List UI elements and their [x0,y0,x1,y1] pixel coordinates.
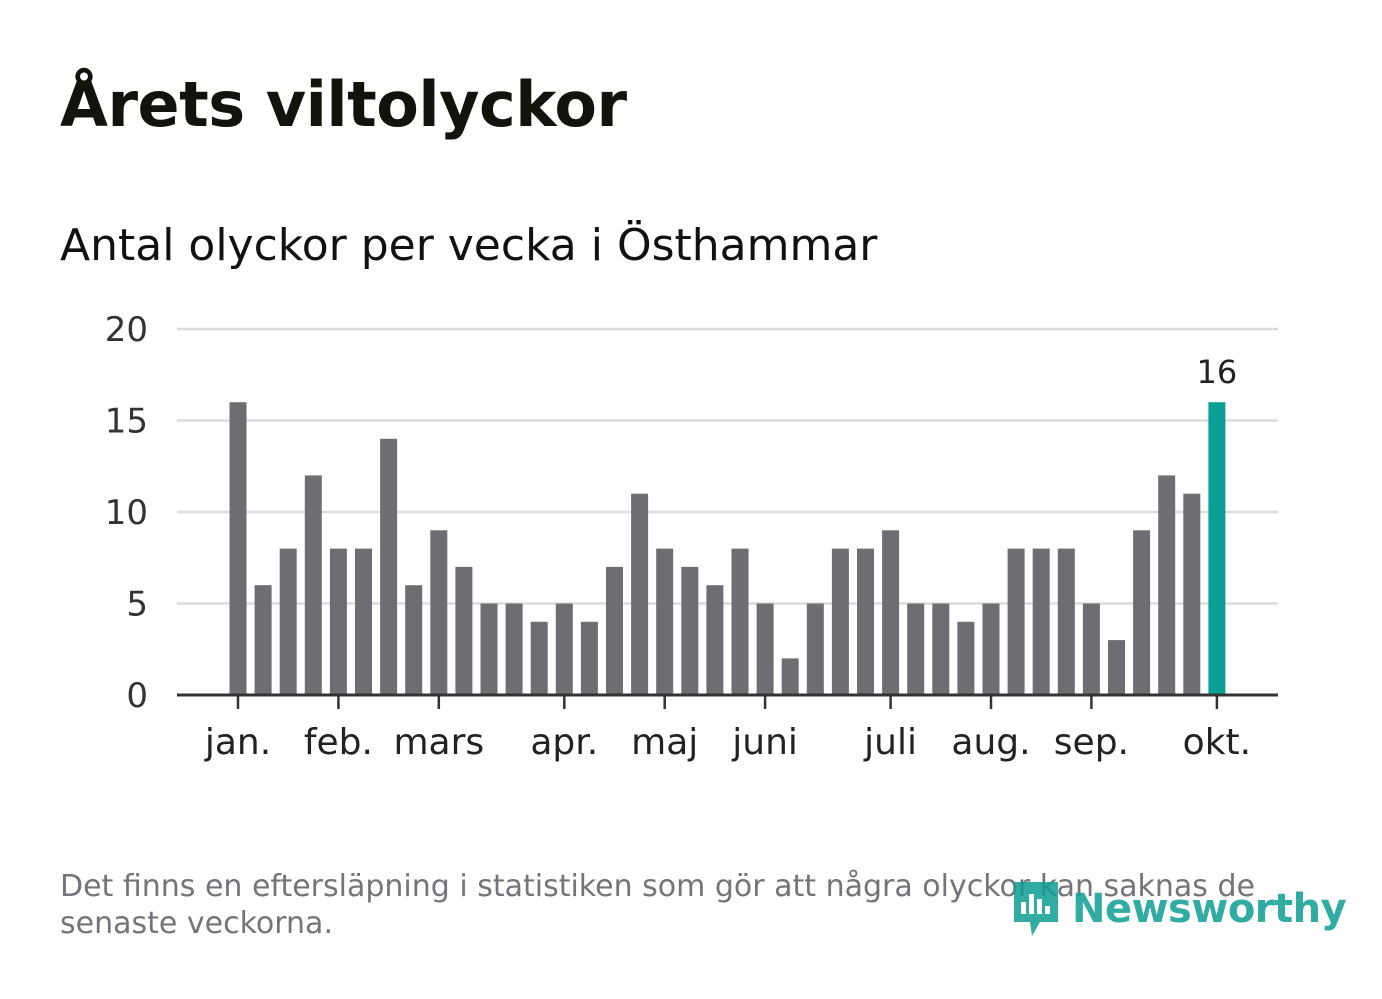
highlight-value-label: 16 [1197,353,1238,391]
bar [1183,493,1201,695]
chart-title: Årets viltolyckor [60,68,627,141]
bar [882,530,900,695]
x-tick-label: juni [731,722,798,763]
bar [982,603,1000,695]
bars: 16 [229,353,1238,695]
x-tick-label: aug. [951,722,1030,763]
bar [806,603,824,695]
bar-chart: 0 5 10 15 20 16 jan. feb. mars apr. maj juni juli a… [105,310,1278,763]
x-tick-label: mars [393,722,484,763]
bar [1057,548,1075,695]
y-tick-label: 10 [105,493,148,533]
x-tick-label: feb. [304,722,373,763]
bar [831,548,849,695]
bar [907,603,925,695]
newsworthy-logo: Newsworthy [1010,878,1347,940]
bar [430,530,448,695]
bar [555,603,573,695]
y-axis-ticks: 0 5 10 15 20 [105,310,148,716]
x-tick-label: jan. [204,722,271,763]
newsworthy-logo-text: Newsworthy [1072,886,1347,932]
y-tick-label: 5 [126,585,148,625]
bar [706,585,724,695]
bar [1133,530,1151,695]
bar [254,585,272,695]
bar [304,475,322,695]
bar [957,621,975,695]
y-tick-label: 0 [126,676,148,716]
x-tick-label: sep. [1054,722,1129,763]
bar [631,493,649,695]
bar [1082,603,1100,695]
bar [656,548,674,695]
bar [681,566,699,695]
bar [355,548,372,695]
bar [1158,475,1176,695]
bar [580,621,598,695]
bar [229,402,247,695]
y-tick-label: 15 [105,402,148,442]
chart-subtitle: Antal olyckor per vecka i Östhammar [60,220,878,271]
bar [329,548,347,695]
bar [781,658,799,695]
y-tick-label: 20 [105,310,148,350]
x-axis-ticks: jan. feb. mars apr. maj juni juli aug. sep. okt. [204,695,1251,763]
bar [380,438,398,695]
bar [480,603,498,695]
bar [530,621,548,695]
bar [405,585,423,695]
x-tick-label: apr. [530,722,598,763]
bar [1032,548,1050,695]
bar [1108,640,1125,695]
x-tick-label: okt. [1183,722,1251,763]
bar [932,603,950,695]
bar [455,566,473,695]
bar [1007,548,1025,695]
bar [606,566,623,695]
bar [756,603,774,695]
bar [279,548,297,695]
newsworthy-chart-icon [1014,882,1058,936]
x-tick-label: maj [631,722,698,763]
bar-highlight [1208,402,1226,695]
bar [857,548,874,695]
bar [505,603,523,695]
x-tick-label: juli [863,722,917,763]
bar [731,548,749,695]
